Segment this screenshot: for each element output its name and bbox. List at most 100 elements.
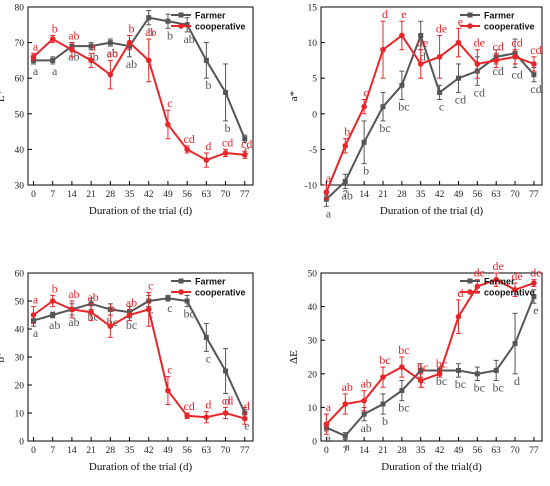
significance-label: d (420, 50, 426, 64)
y-tick-label: 10 (15, 410, 25, 420)
data-point (342, 433, 348, 439)
significance-label: bc (474, 381, 485, 395)
significance-label: ab (126, 295, 137, 309)
significance-label: cd (530, 82, 541, 96)
plot-frame (27, 272, 254, 442)
data-point (222, 410, 229, 416)
legend-marker (467, 23, 473, 29)
data-point (203, 157, 210, 163)
x-axis-title: Duration of the trial (d) (380, 205, 484, 217)
data-point (342, 143, 349, 149)
x-tick-label: 21 (378, 190, 388, 200)
y-tick-label: 80 (15, 4, 25, 14)
significance-label: de (511, 269, 522, 283)
significance-label: bc (183, 307, 194, 321)
x-tick-label: 35 (125, 446, 135, 456)
data-point (88, 309, 94, 316)
y-tick-label: 50 (15, 298, 25, 308)
significance-label: ab (68, 287, 79, 301)
significance-label: ab (183, 32, 194, 46)
data-point (512, 54, 518, 60)
x-tick-label: 28 (397, 446, 407, 456)
data-point (184, 413, 190, 419)
data-point (417, 61, 424, 67)
x-tick-label: 77 (240, 446, 250, 456)
data-point (223, 368, 229, 374)
series-line (325, 34, 535, 193)
data-point (531, 72, 537, 78)
data-point (418, 32, 424, 38)
significance-label: bc (398, 343, 409, 357)
y-tick-label: 15 (308, 4, 318, 14)
significance-label: de (474, 36, 485, 50)
y-tick-label: 10 (308, 404, 318, 414)
significance-label: cd (530, 43, 541, 57)
x-tick-label: 77 (240, 190, 250, 200)
y-tick-label: 20 (15, 382, 25, 392)
significance-label: cd (222, 135, 233, 149)
significance-label: ab (107, 46, 118, 60)
legend-marker (178, 289, 184, 295)
y-tick-label: 0 (312, 438, 317, 448)
x-tick-label: 56 (182, 190, 192, 200)
significance-label: ab (87, 50, 98, 64)
legend-entry-cooperative: cooperative (460, 288, 535, 298)
legend-marker (178, 278, 184, 284)
data-point (493, 276, 499, 283)
significance-label: cd (455, 92, 466, 106)
x-tick-label: 14 (359, 190, 369, 200)
significance-label: ab (342, 380, 353, 394)
significance-label: b (363, 164, 369, 178)
significance-label: de (530, 266, 541, 280)
significance-label: b (205, 78, 211, 92)
x-tick-label: 49 (454, 190, 464, 200)
series-cooperative: aababbcbcbcbcddededede (323, 259, 542, 435)
data-point (184, 298, 190, 304)
significance-label: c (420, 377, 425, 391)
significance-label: bc (398, 401, 409, 415)
data-point (493, 57, 499, 64)
significance-label: b (148, 25, 154, 39)
chart-panel-l: 30 40 50 60 70 80 0 7 14 21 28 35 42 49 56 63 70 77 Durati… (0, 4, 254, 217)
significance-label: e (244, 419, 249, 433)
data-point (241, 415, 248, 422)
x-tick-label: 21 (378, 446, 388, 456)
x-tick-label: 49 (163, 190, 173, 200)
significance-label: c (167, 96, 172, 110)
data-point (203, 57, 209, 63)
data-point (88, 57, 94, 64)
data-point (49, 298, 56, 304)
legend-label: cooperative (195, 288, 246, 298)
significance-label: cd (474, 85, 485, 99)
data-point (399, 388, 405, 394)
data-point (474, 283, 481, 290)
significance-label: bc (398, 100, 409, 114)
significance-label: bc (455, 377, 466, 391)
data-point (165, 121, 171, 128)
y-tick-label: 60 (15, 75, 25, 85)
significance-label: b (382, 414, 388, 428)
x-tick-label: 63 (491, 446, 501, 456)
data-point (512, 341, 518, 347)
series-line (325, 296, 535, 438)
x-tick-label: 7 (343, 446, 348, 456)
significance-label: bc (436, 356, 447, 370)
significance-label: d (382, 7, 388, 21)
legend-marker (178, 23, 184, 29)
data-point (455, 75, 461, 81)
significance-label: cd (241, 137, 252, 151)
legend-label: Farmer (484, 11, 515, 21)
data-point (184, 22, 190, 28)
significance-label: c (244, 142, 249, 156)
significance-label: de (493, 259, 504, 273)
y-axis-title: a* (288, 91, 300, 101)
y-tick-label: -10 (304, 182, 317, 192)
series-line (325, 32, 535, 200)
data-point (399, 32, 405, 39)
x-tick-label: 56 (473, 446, 483, 456)
significance-label: a (345, 439, 351, 453)
data-point (107, 40, 113, 46)
